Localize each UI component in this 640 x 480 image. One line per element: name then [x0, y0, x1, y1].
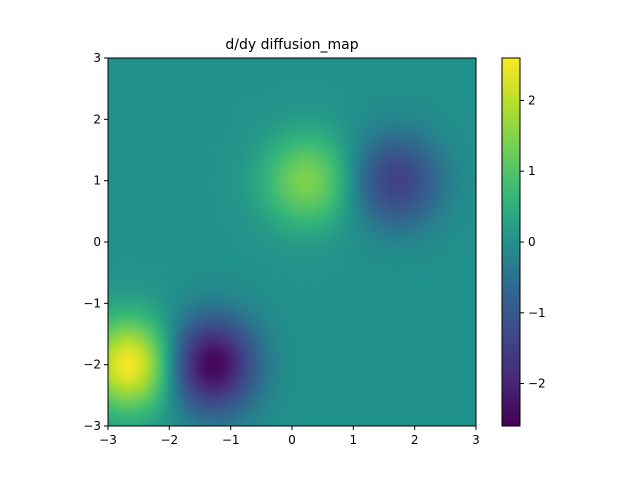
- x-tick-label: 1: [350, 433, 358, 447]
- colorbar-tick-label: 1: [528, 164, 536, 178]
- colorbar: [502, 58, 520, 426]
- y-tick-label: −3: [83, 419, 101, 433]
- heatmap-canvas: [108, 58, 476, 426]
- x-tick-label: −1: [222, 433, 240, 447]
- y-tick-label: −2: [83, 358, 101, 372]
- colorbar-tick-label: −1: [528, 306, 546, 320]
- y-tick-label: 0: [93, 235, 101, 249]
- colorbar-tick-label: 2: [528, 93, 536, 107]
- colorbar-axis: −2 −1 0 1 2: [520, 93, 546, 391]
- colorbar-tick-label: 0: [528, 235, 536, 249]
- heatmap-area: [108, 58, 476, 426]
- x-tick-label: 3: [472, 433, 480, 447]
- y-tick-label: 1: [93, 174, 101, 188]
- y-tick-label: 3: [93, 51, 101, 65]
- chart-title: d/dy diffusion_map: [225, 37, 358, 53]
- x-tick-label: −2: [160, 433, 178, 447]
- y-tick-label: −1: [83, 296, 101, 310]
- y-tick-label: 2: [93, 112, 101, 126]
- x-axis: −3 −2 −1 0 1 2 3: [99, 426, 480, 447]
- x-tick-label: 0: [288, 433, 296, 447]
- colorbar-tick-label: −2: [528, 377, 546, 391]
- y-axis: −3 −2 −1 0 1 2 3: [83, 51, 108, 433]
- x-tick-label: 2: [411, 433, 419, 447]
- x-tick-label: −3: [99, 433, 117, 447]
